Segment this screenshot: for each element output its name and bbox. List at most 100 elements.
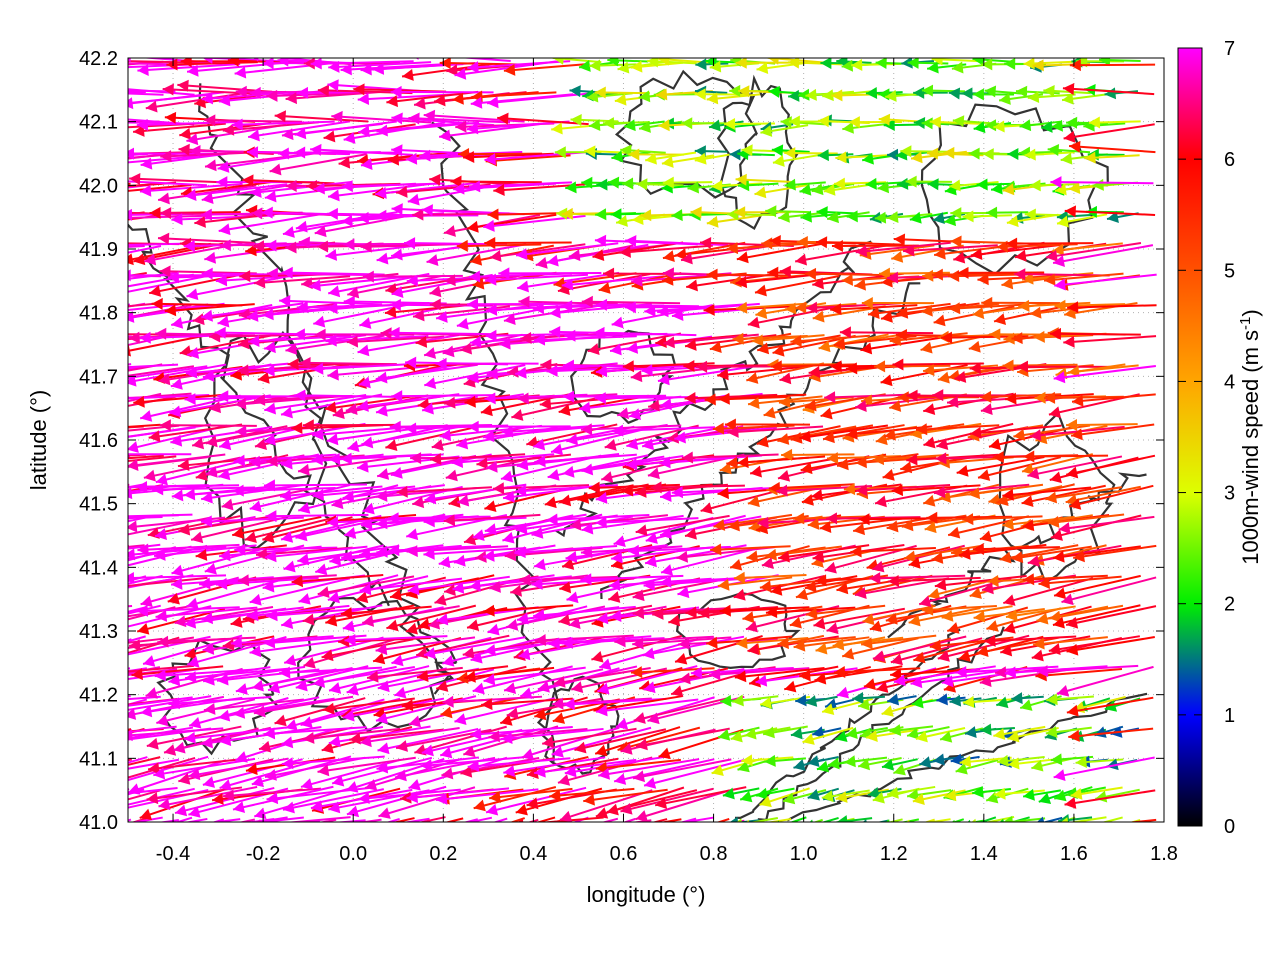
wind-vector-head (172, 826, 184, 838)
wind-vector-head (857, 822, 869, 834)
wind-vector-head (470, 253, 483, 266)
wind-vector (972, 546, 1060, 551)
wind-vector-head (265, 239, 277, 252)
wind-vector (947, 515, 1030, 537)
wind-vector-head (876, 681, 889, 693)
wind-vector (952, 818, 965, 822)
wind-vector-head (57, 837, 69, 848)
wind-vector-head (500, 714, 513, 726)
wind-vector (594, 395, 698, 400)
wind-vector (973, 607, 1045, 619)
wind-vector (246, 604, 350, 618)
wind-vector (435, 303, 539, 320)
wind-vector-head (338, 156, 351, 169)
wind-vector (128, 242, 192, 247)
wind-vector (1003, 577, 1094, 605)
wind-vector (896, 302, 980, 316)
wind-vector-head (171, 564, 184, 577)
x-tick-label: 0.4 (519, 843, 547, 865)
wind-vector-head (986, 206, 998, 219)
wind-vector (533, 758, 637, 775)
wind-vector-head (469, 834, 481, 846)
wind-vector (874, 364, 951, 368)
wind-vector (471, 91, 557, 99)
wind-vector-head (596, 612, 609, 625)
wind-vector-head (298, 236, 310, 249)
wind-vector-head (842, 647, 855, 660)
x-tick-label: 1.6 (1060, 843, 1088, 865)
wind-vector-head (768, 85, 780, 98)
wind-vector-head (460, 765, 473, 778)
wind-vector-head (760, 696, 772, 709)
wind-vector-head (595, 516, 607, 529)
wind-vector-head (662, 250, 675, 263)
wind-vector-head (608, 578, 621, 591)
wind-vector-head (760, 125, 773, 137)
wind-vector (128, 90, 130, 93)
wind-vector-head (747, 316, 760, 329)
wind-vector-head (439, 429, 452, 442)
wind-vector (1053, 574, 1141, 597)
wind-vector (484, 513, 587, 532)
wind-vector-head (644, 304, 656, 317)
wind-vector-head (64, 407, 76, 419)
wind-vector-head (832, 638, 845, 651)
wind-vector-head (476, 457, 488, 470)
wind-vector (710, 545, 791, 551)
wind-vector-head (830, 303, 842, 316)
wind-vector (251, 667, 353, 689)
wind-vector (1027, 455, 1123, 477)
wind-vector-head (205, 465, 218, 478)
wind-vector-head (143, 469, 156, 482)
wind-vector-head (1023, 788, 1035, 801)
wind-vector-head (578, 834, 590, 846)
wind-vector (128, 756, 196, 779)
wind-vector-head (520, 331, 532, 344)
wind-vector (309, 275, 412, 288)
wind-vector-head (281, 617, 294, 629)
wind-vector-head (451, 456, 464, 468)
wind-vector-head (558, 404, 571, 416)
wind-vector-head (860, 342, 873, 355)
wind-vector (515, 242, 619, 257)
wind-vector-head (1002, 488, 1014, 501)
wind-vector (737, 455, 826, 464)
wind-vector-head (1066, 643, 1079, 656)
wind-vector-head (546, 513, 558, 526)
wind-vector-head (744, 727, 757, 740)
wind-vector-head (171, 489, 184, 502)
wind-vector-head (153, 767, 166, 780)
wind-vector-head (129, 172, 141, 185)
wind-vector (128, 515, 163, 520)
wind-vector-head (887, 148, 899, 161)
wind-vector (274, 697, 366, 725)
wind-vector (342, 697, 445, 719)
wind-vector (366, 666, 463, 679)
colorbar-tick-label: 4 (1224, 371, 1235, 393)
wind-vector-head (941, 609, 954, 622)
wind-vector-head (993, 728, 1006, 740)
y-tick-label: 41.4 (79, 557, 118, 579)
wind-vector-head (184, 647, 197, 660)
wind-vector-head (548, 637, 561, 650)
wind-vector (318, 818, 337, 822)
wind-vector-head (489, 791, 501, 803)
wind-vector-head (549, 325, 561, 338)
wind-vector-head (202, 776, 216, 788)
wind-vector-head (503, 765, 516, 777)
wind-vector-head (542, 736, 555, 748)
wind-vector (681, 453, 779, 459)
wind-vector-head (169, 405, 182, 418)
wind-vector-head (317, 586, 330, 599)
wind-vector-head (419, 149, 431, 162)
wind-vector-head (815, 574, 827, 587)
wind-vector-head (469, 579, 481, 592)
wind-vector-head (219, 438, 232, 451)
wind-vector-head (386, 619, 399, 632)
wind-vector-head (299, 356, 311, 369)
wind-vector-head (185, 671, 197, 684)
wind-vector-head (338, 635, 350, 648)
wind-vector-head (800, 210, 812, 223)
wind-vector-head (950, 207, 962, 220)
wind-vector-head (1024, 148, 1036, 161)
